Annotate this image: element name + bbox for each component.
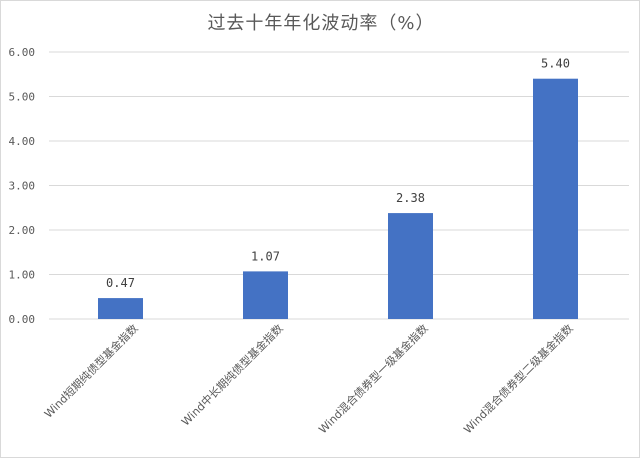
x-tick-label: Wind混合债券型二级基金指数 — [461, 321, 576, 436]
bar — [243, 271, 288, 319]
y-tick-label: 1.00 — [9, 269, 36, 282]
y-tick-label: 4.00 — [9, 135, 36, 148]
x-tick-label: Wind短期纯债型基金指数 — [41, 321, 140, 420]
x-tick-label: Wind混合债券型一级基金指数 — [316, 321, 431, 436]
y-tick-label: 6.00 — [9, 46, 36, 59]
data-label: 1.07 — [251, 249, 280, 263]
bar — [533, 78, 578, 319]
bar — [388, 213, 433, 319]
data-label: 2.38 — [396, 191, 425, 205]
chart-title: 过去十年年化波动率（%） — [207, 13, 435, 34]
data-label: 5.40 — [541, 57, 570, 71]
y-tick-label: 2.00 — [9, 224, 36, 237]
bar — [98, 298, 143, 319]
data-label: 0.47 — [106, 276, 135, 290]
y-tick-label: 3.00 — [9, 180, 36, 193]
y-tick-label: 0.00 — [9, 313, 36, 326]
y-tick-label: 5.00 — [9, 91, 36, 104]
x-tick-label: Wind中长期纯债型基金指数 — [178, 321, 285, 428]
